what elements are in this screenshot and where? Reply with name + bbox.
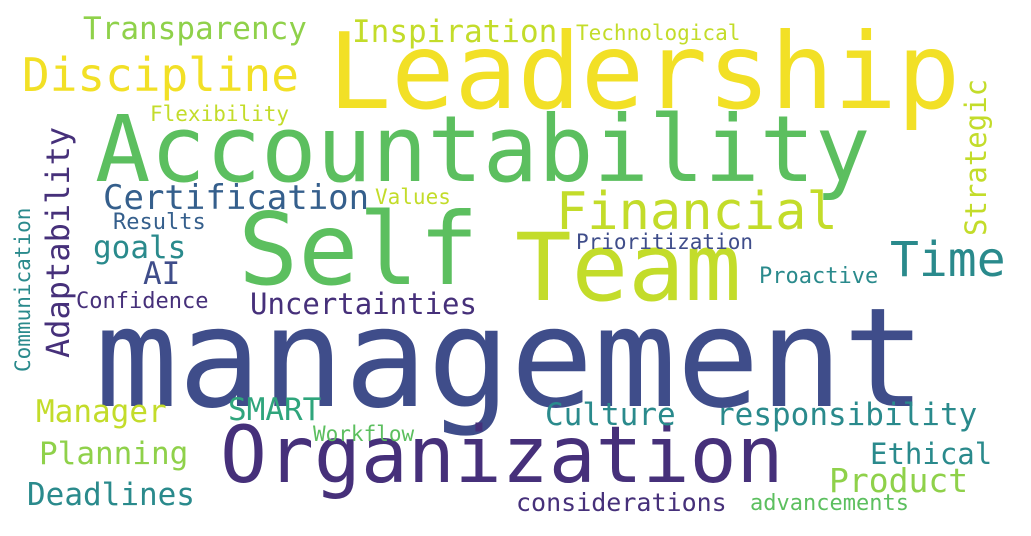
word-product: Product <box>829 461 969 500</box>
word-ai: AI <box>143 256 181 292</box>
word-accountability: Accountability <box>95 96 871 203</box>
word-adaptability: Adaptability <box>39 126 77 358</box>
word-responsibility: responsibility <box>716 397 978 433</box>
word-goals: goals <box>93 230 187 266</box>
word-ethical: Ethical <box>870 437 993 471</box>
word-flexibility: Flexibility <box>150 102 290 126</box>
word-technological: Technological <box>576 21 741 45</box>
word-transparency: Transparency <box>83 11 307 47</box>
word-manager: Manager <box>36 394 167 430</box>
word-confidence: Confidence <box>76 289 209 314</box>
word-planning: Planning <box>39 436 189 472</box>
word-strategic: Strategic <box>959 78 993 236</box>
word-management: management <box>95 278 926 439</box>
word-prioritization: Prioritization <box>576 230 754 254</box>
word-self: Self <box>238 191 479 308</box>
word-results: Results <box>113 210 206 235</box>
word-proactive: Proactive <box>759 264 879 289</box>
word-leadership: Leadership <box>328 11 961 133</box>
word-culture: Culture <box>545 397 676 433</box>
word-communication: Communication <box>11 207 35 372</box>
word-certification: Certification <box>103 178 370 218</box>
word-values: Values <box>375 185 451 209</box>
word-workflow: Workflow <box>313 422 415 446</box>
word-inspiration: Inspiration <box>352 14 558 50</box>
word-advancements: advancements <box>750 491 909 516</box>
word-deadlines: Deadlines <box>27 477 195 513</box>
word-discipline: Discipline <box>22 48 299 102</box>
word-financial: Financial <box>556 182 838 242</box>
word-considerations: considerations <box>516 488 727 517</box>
word-team: Team <box>515 214 742 323</box>
word-uncertainties: Uncertainties <box>250 287 477 321</box>
word-organization: Organization <box>220 411 784 501</box>
word-smart: SMART <box>228 392 322 428</box>
word-time: Time <box>890 232 1006 288</box>
